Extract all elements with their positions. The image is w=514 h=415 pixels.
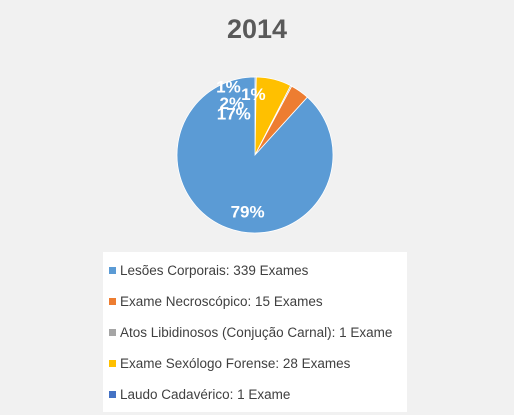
chart-title: 2014 bbox=[226, 14, 288, 44]
legend-label-exame-necroscopico: Exame Necroscópico: 15 Exames bbox=[120, 293, 323, 309]
data-label-laudo-cadaverico: 1% bbox=[241, 85, 266, 104]
data-label-atos-libidinosos: 1% bbox=[216, 78, 241, 97]
pie-chart: 1%17%1%2%79% bbox=[176, 76, 334, 234]
legend-swatch-laudo-cadaverico bbox=[109, 390, 116, 398]
legend-item-laudo-cadaverico: Laudo Cadavérico: 1 Exame bbox=[109, 384, 290, 404]
pie-slice-lesoes-corporais bbox=[176, 76, 334, 234]
chart-legend: Lesões Corporais: 339 Exames Exame Necro… bbox=[103, 252, 407, 412]
legend-label-atos-libidinosos: Atos Libidinosos (Conjução Carnal): 1 Ex… bbox=[120, 324, 393, 340]
data-label-exame-sexologo-forense: 17% bbox=[217, 105, 251, 124]
legend-swatch-exame-sexologo-forense bbox=[109, 359, 116, 367]
legend-swatch-lesoes-corporais bbox=[109, 266, 116, 274]
legend-item-atos-libidinosos: Atos Libidinosos (Conjução Carnal): 1 Ex… bbox=[109, 322, 392, 342]
legend-label-exame-sexologo-forense: Exame Sexólogo Forense: 28 Exames bbox=[120, 355, 351, 371]
legend-item-exame-sexologo-forense: Exame Sexólogo Forense: 28 Exames bbox=[109, 353, 350, 373]
data-label-lesoes-corporais: 79% bbox=[231, 203, 265, 222]
data-label-exame-necroscopico: 2% bbox=[220, 94, 245, 113]
legend-swatch-exame-necroscopico bbox=[109, 297, 116, 305]
legend-item-lesoes-corporais: Lesões Corporais: 339 Exames bbox=[109, 260, 308, 280]
legend-swatch-atos-libidinosos bbox=[109, 328, 116, 336]
legend-label-lesoes-corporais: Lesões Corporais: 339 Exames bbox=[120, 262, 309, 278]
legend-label-laudo-cadaverico: Laudo Cadavérico: 1 Exame bbox=[120, 386, 291, 402]
legend-item-exame-necroscopico: Exame Necroscópico: 15 Exames bbox=[109, 291, 323, 311]
